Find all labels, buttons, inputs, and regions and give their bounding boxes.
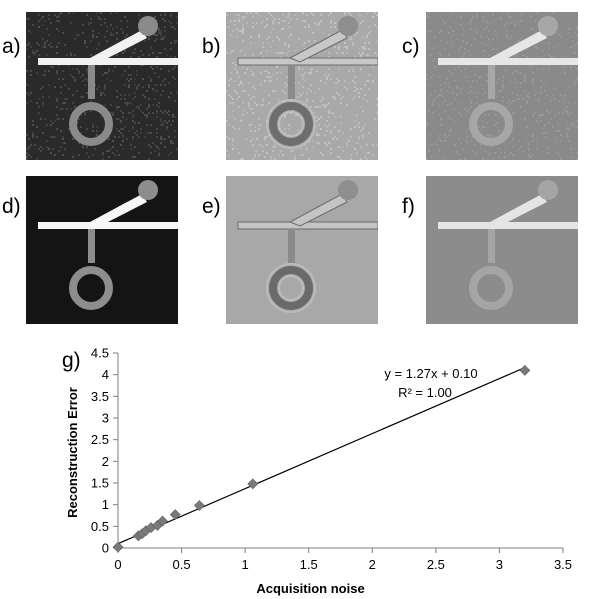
x-tick-label: 3.5 xyxy=(554,557,572,572)
image-panel-e xyxy=(226,176,378,324)
y-tick-label: 2 xyxy=(102,454,109,469)
image-panel-d xyxy=(26,176,178,324)
x-axis-title: Acquisition noise xyxy=(256,581,364,596)
x-tick-label: 0 xyxy=(114,557,121,572)
x-tick-label: 2 xyxy=(369,557,376,572)
y-tick-label: 3 xyxy=(102,411,109,426)
panel-label-d: d) xyxy=(2,195,21,218)
data-point xyxy=(157,515,168,527)
scatter-chart: 0 0.5 1 1.5 2 2.5 3 3.5 4 4.5 0 0.5 1 1.5 2 2.5 3 3.5 Acqu… xyxy=(65,346,572,597)
x-tick-label: 2.5 xyxy=(427,557,445,572)
y-tick-label: 0 xyxy=(102,541,109,556)
image-panel-b xyxy=(226,12,378,160)
y-tick-label: 1 xyxy=(102,497,109,512)
panel-label-f: f) xyxy=(402,195,415,218)
image-panel-c xyxy=(426,12,578,160)
data-point xyxy=(519,364,531,376)
y-tick-label: 4.5 xyxy=(91,346,109,361)
y-tick-label: 4 xyxy=(102,367,109,382)
trendline-equation: y = 1.27x + 0.10 xyxy=(384,366,477,381)
trendline xyxy=(117,367,526,545)
image-panel-f xyxy=(426,176,578,324)
y-tick-label: 3.5 xyxy=(91,389,109,404)
data-point xyxy=(112,541,124,553)
x-tick-label: 1 xyxy=(242,557,249,572)
image-panel-a xyxy=(26,12,178,160)
panel-label-g: g) xyxy=(62,349,81,372)
panel-label-e: e) xyxy=(202,195,221,218)
y-tick-label: 0.5 xyxy=(91,519,109,534)
data-point xyxy=(247,478,259,490)
y-axis-title: Reconstruction Error xyxy=(65,387,80,518)
panel-label-b: b) xyxy=(202,35,221,58)
y-tick-label: 2.5 xyxy=(91,432,109,447)
panel-label-c: c) xyxy=(402,35,420,58)
y-tick-label: 1.5 xyxy=(91,476,109,491)
x-tick-label: 3 xyxy=(496,557,503,572)
panel-label-a: a) xyxy=(2,35,21,58)
x-tick-label: 0.5 xyxy=(173,557,191,572)
r-squared-label: R² = 1.00 xyxy=(398,385,452,400)
data-point xyxy=(169,509,181,521)
data-point xyxy=(193,500,205,511)
x-tick-label: 1.5 xyxy=(300,557,318,572)
